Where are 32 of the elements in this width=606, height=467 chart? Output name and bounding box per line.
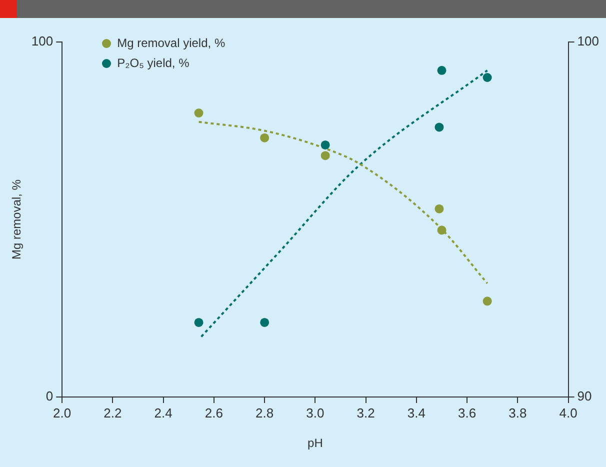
line-series — [200, 69, 488, 338]
point — [482, 296, 492, 306]
point — [434, 204, 444, 214]
point — [194, 318, 204, 327]
point — [260, 318, 270, 327]
x-tick-label: 3.6 — [458, 405, 476, 420]
point — [260, 133, 270, 142]
point — [194, 108, 204, 118]
x-tick-label: 2.2 — [104, 405, 122, 420]
x-tick-label: 2.0 — [53, 405, 72, 420]
x-tick-label: 3.8 — [508, 405, 527, 420]
point — [437, 226, 446, 235]
point — [434, 122, 444, 132]
x-tick-label: 3.4 — [407, 405, 426, 420]
x-tick-label: 3.0 — [306, 405, 324, 420]
point — [320, 151, 330, 160]
line-series — [198, 120, 488, 284]
point — [320, 140, 330, 150]
point — [437, 66, 446, 75]
x-tick-label: 2.6 — [204, 405, 223, 420]
x-tick-label: 3.2 — [356, 405, 375, 420]
point — [482, 73, 492, 82]
y-axis-title: Mg removal, % — [10, 179, 24, 260]
x-axis-title: pH — [308, 436, 323, 450]
legend-label: Mg removal yield, % — [117, 36, 226, 50]
x-tick-label: 2.8 — [256, 405, 274, 420]
y2-tick-label: 100 — [577, 34, 600, 49]
x-tick-label: 4.0 — [559, 405, 578, 420]
legend-label: P₂O₅ yield, % — [117, 56, 190, 70]
y2-tick-label: 90 — [577, 388, 592, 404]
y-tick-label: 0 — [46, 388, 54, 404]
x-tick-label: 2.4 — [154, 405, 172, 420]
